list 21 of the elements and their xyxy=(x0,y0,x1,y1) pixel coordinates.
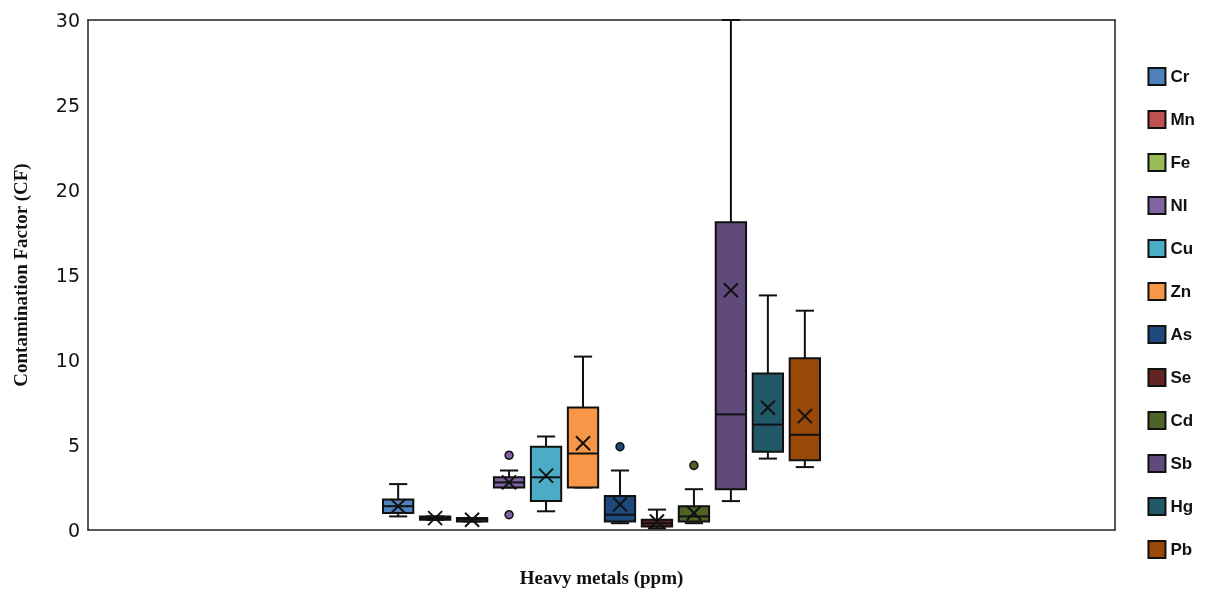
x-axis-title: Heavy metals (ppm) xyxy=(519,567,684,589)
y-tick-label: 20 xyxy=(55,179,80,201)
y-tick-label: 10 xyxy=(55,349,80,371)
y-tick-label: 0 xyxy=(67,519,80,541)
y-axis-title: Contamination Factor (CF) xyxy=(10,163,32,387)
legend-label: Pb xyxy=(1170,540,1193,559)
legend-label: Cd xyxy=(1170,411,1194,430)
legend-label: Cr xyxy=(1170,67,1190,86)
legend-label: Fe xyxy=(1170,153,1191,172)
legend-label: Hg xyxy=(1170,497,1194,516)
legend-label: Zn xyxy=(1170,282,1192,301)
y-tick-label: 5 xyxy=(67,434,80,456)
legend-label: Cu xyxy=(1170,239,1194,258)
legend-label: Se xyxy=(1170,368,1192,387)
y-tick-label: 30 xyxy=(55,9,80,31)
legend-label: Sb xyxy=(1170,454,1193,473)
legend-label: As xyxy=(1170,325,1193,344)
y-tick-label: 15 xyxy=(55,264,80,286)
legend-label: NI xyxy=(1170,196,1188,215)
legend-label: Mn xyxy=(1170,110,1195,129)
y-tick-label: 25 xyxy=(55,94,80,116)
